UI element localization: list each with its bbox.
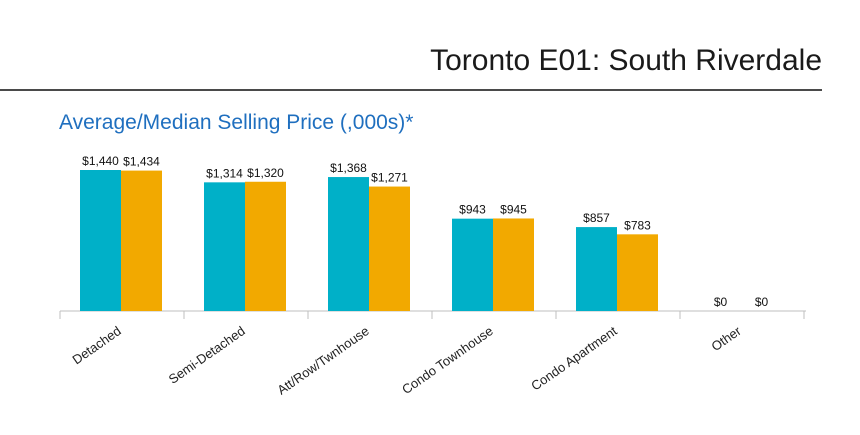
data-label: $0 — [755, 295, 769, 309]
data-label: $1,271 — [371, 171, 408, 185]
bar-series-2 — [369, 186, 410, 311]
data-label: $857 — [583, 211, 610, 225]
chart-title: Average/Median Selling Price (,000s)* — [59, 111, 414, 134]
bar-series-2 — [245, 181, 286, 311]
data-label: $1,434 — [123, 155, 160, 169]
bar-series-1 — [452, 218, 493, 311]
category-label: Semi-Detached — [166, 323, 248, 387]
header-divider — [0, 89, 822, 91]
bar-series-1 — [80, 170, 121, 311]
data-label: $0 — [714, 295, 728, 309]
data-label: $943 — [459, 203, 486, 217]
category-label: Other — [708, 323, 744, 354]
category-label: Detached — [70, 323, 124, 367]
page-title: Toronto E01: South Riverdale — [430, 44, 822, 77]
data-label: $1,368 — [330, 161, 367, 175]
bar-series-1 — [204, 182, 245, 311]
data-label: $1,314 — [206, 166, 243, 180]
category-label: Att/Row/Twnhouse — [274, 323, 371, 397]
bar-series-1 — [576, 227, 617, 311]
data-label: $1,440 — [82, 154, 119, 168]
data-label: $945 — [500, 202, 527, 216]
bar-series-1 — [328, 177, 369, 311]
data-label: $1,320 — [247, 166, 284, 180]
category-label: Condo Apartment — [528, 323, 620, 394]
bar-series-2 — [121, 170, 162, 311]
data-label: $783 — [624, 218, 651, 232]
category-label: Condo Townhouse — [399, 323, 496, 397]
bar-series-2 — [617, 234, 658, 311]
bar-series-2 — [493, 218, 534, 311]
